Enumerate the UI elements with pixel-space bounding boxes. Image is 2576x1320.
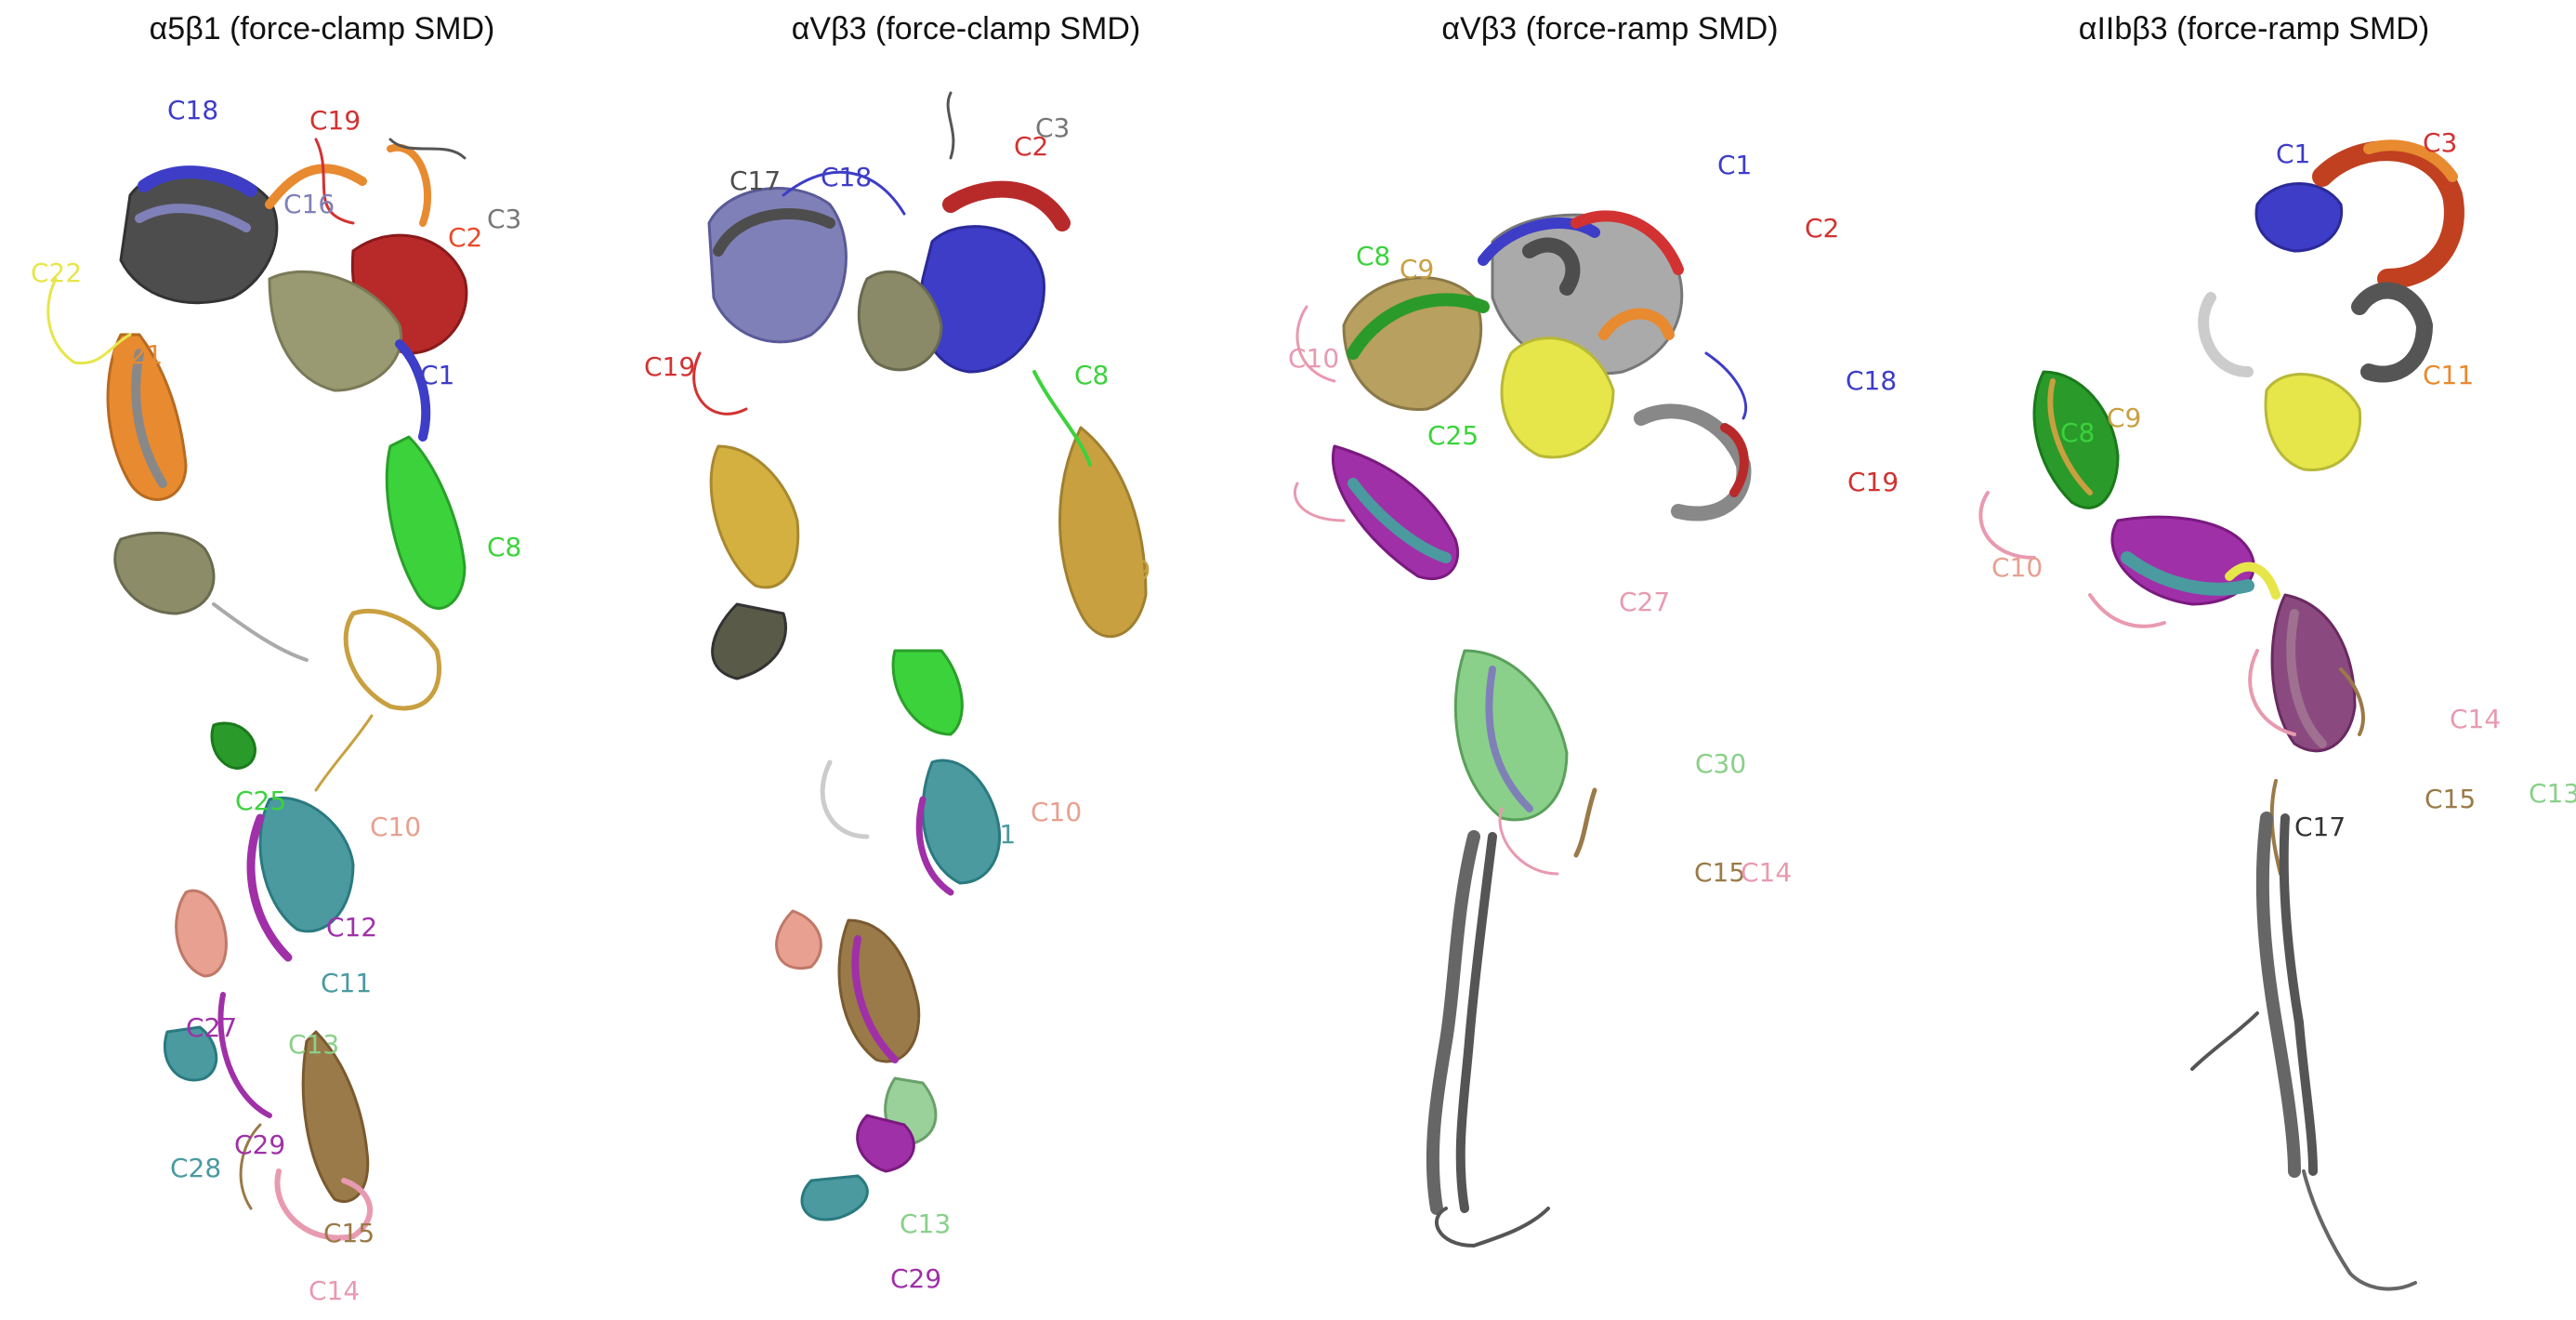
chain-label: C14 [2450,704,2502,734]
chain-label: C14 [309,1275,361,1306]
chain-label: C8 [1074,360,1110,390]
panel-title: α5β1 (force-clamp SMD) [149,11,495,46]
panel-title: αIIbβ3 (force-ramp SMD) [2078,11,2430,46]
chain-label: C1 [1717,150,1753,180]
panel-aiibb3-force-ramp: αIIbβ3 (force-ramp SMD) C1 [1932,0,2576,1320]
chain-label: C15 [2425,784,2477,814]
chain-label: C18 [1846,365,1898,396]
chain-label: C13 [900,1208,952,1239]
chain-label: C11 [965,819,1017,850]
panel-avb3-force-ramp: αVβ3 (force-ramp SMD) C1 C [1288,0,1932,1320]
panel-title: αVβ3 (force-clamp SMD) [791,11,1141,46]
chain-label: C8 [1356,241,1391,271]
chain-label: C10 [1031,797,1083,827]
chain-label: C14 [1741,857,1793,888]
chain-label: C27 [186,1012,238,1043]
chain-label: C9 [1400,254,1435,284]
chain-label: C2 [448,222,483,253]
chain-label: C9 [1116,555,1151,586]
chain-label: C1 [420,360,455,390]
chain-label: C10 [370,812,422,842]
chain-label: C16 [283,189,335,219]
chain-label: C19 [1847,467,1899,497]
chain-label: C10 [1991,552,2044,583]
chain-label: C13 [2529,778,2576,809]
chain-label: C30 [1695,748,1747,779]
chain-label: C3 [2423,127,2458,158]
chain-label: C2 [1805,213,1840,244]
protein-structure-a5b1-clamp [46,138,468,1241]
chain-label: C11 [2423,360,2475,390]
protein-structure-avb3-clamp [692,91,1148,1221]
chain-label: C19 [644,351,696,382]
chain-label: C17 [2294,812,2346,842]
chain-label: C18 [167,95,219,125]
chain-label: C29 [890,1263,942,1294]
panel-a5b1-force-clamp: α5β1 (force-clamp SMD) [0,0,644,1320]
chain-label: C25 [235,785,287,816]
chain-label: C11 [321,968,373,998]
panel-title: αVβ3 (force-ramp SMD) [1441,11,1779,46]
chain-label: C21 [112,339,164,370]
chain-label: C8 [2060,417,2096,448]
chain-label: C22 [31,257,83,288]
chain-label: C2 [1014,131,1049,162]
chain-label: C3 [1035,112,1071,143]
protein-structure-avb3-ramp [1294,210,1752,1247]
chain-label: C15 [323,1218,375,1248]
chain-label: C13 [288,1029,340,1060]
chain-label: C25 [1427,420,1479,451]
chain-label: C27 [1619,587,1671,617]
chain-label: C29 [234,1129,286,1160]
chain-label: C28 [170,1153,222,1183]
chain-label: C19 [309,105,361,136]
panel-avb3-force-clamp: αVβ3 (force-clamp SMD) C17 [644,0,1288,1320]
chain-label: C10 [1288,343,1340,374]
chain-label: C15 [1694,857,1746,888]
chain-label: C3 [487,204,522,234]
chain-label: C18 [821,162,873,192]
chain-label: C1 [2276,139,2311,169]
protein-structure-aiibb3-ramp [1978,139,2464,1291]
chain-label: C12 [326,912,378,943]
chain-label: C8 [487,532,522,562]
chain-label: C9 [2107,403,2142,433]
chain-label: C17 [729,165,782,196]
